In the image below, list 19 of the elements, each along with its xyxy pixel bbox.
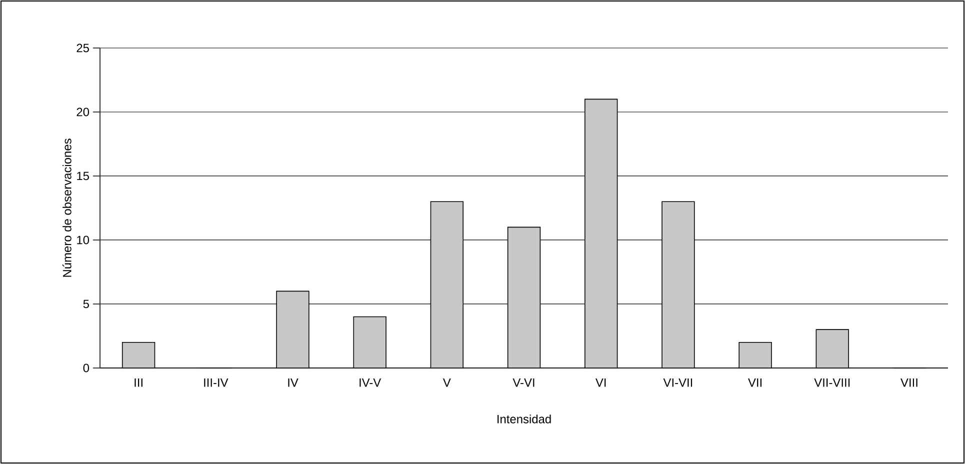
x-tick-label: V <box>442 378 451 387</box>
x-axis-title: Intensidad <box>498 414 551 424</box>
y-tick-label: 25 <box>76 44 89 52</box>
y-axis-title: Número de observaciones <box>62 138 72 277</box>
x-tick-label: III-IV <box>204 378 228 387</box>
x-tick-label: IV <box>288 378 298 387</box>
x-tick-label: VIII <box>900 378 918 387</box>
x-tick-label: VI-VII <box>663 378 692 387</box>
x-tick-label: VII <box>748 378 762 387</box>
y-tick-label: 20 <box>76 108 90 116</box>
x-tick-label: III <box>134 378 142 387</box>
y-tick-label: 15 <box>77 172 89 180</box>
y-tick-label: 10 <box>77 236 90 244</box>
y-tick-label: 5 <box>83 300 89 308</box>
x-tick-label: VII-VIII <box>814 378 850 387</box>
y-tick-label: 0 <box>83 364 90 372</box>
x-tick-label: V-VI <box>512 378 534 387</box>
x-tick-label: IV-V <box>360 378 382 387</box>
x-tick-label: VI <box>596 378 606 387</box>
